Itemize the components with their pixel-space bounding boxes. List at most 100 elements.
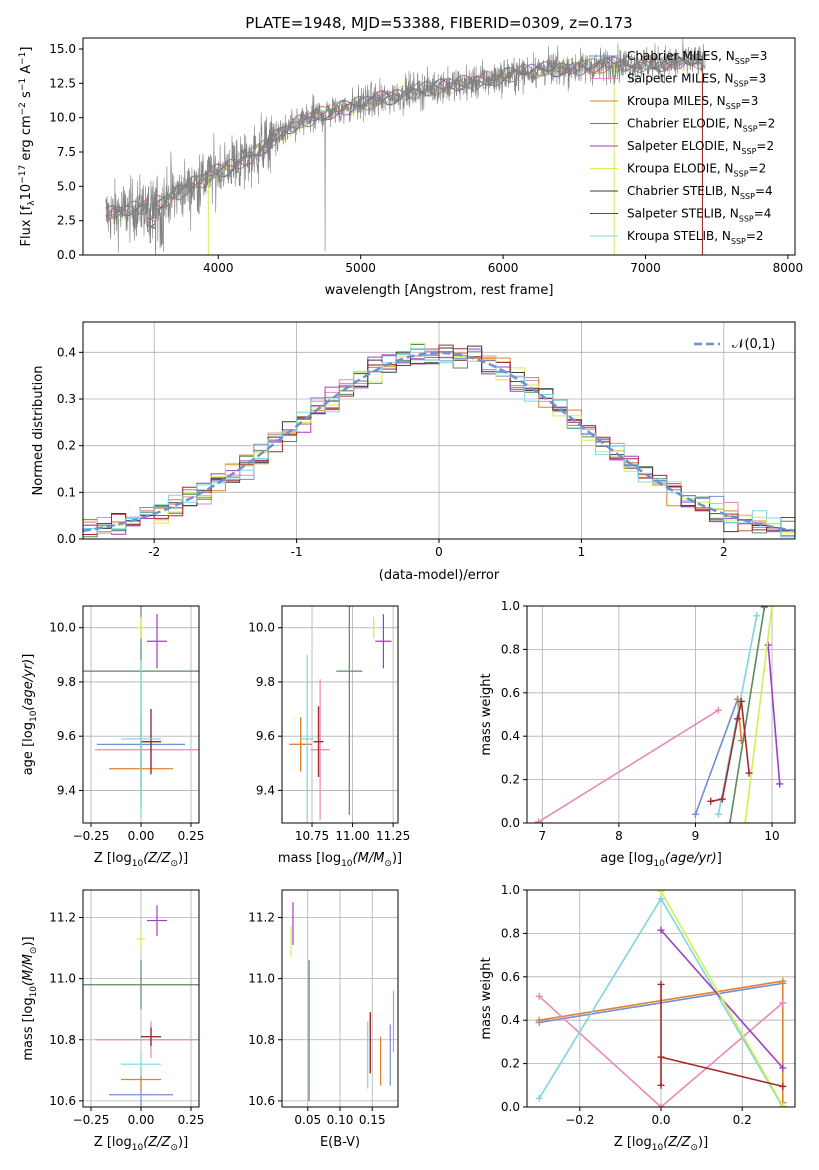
x-tick-label: 0.0 [651,1113,670,1127]
weight-marker [657,1103,665,1107]
x-axis-label: wavelength [Angstrom, rest frame] [325,283,554,298]
x-axis-label: Z [log10(Z/Z⊙)] [94,1135,188,1153]
label-part: Z [log [94,851,132,866]
label-part: 10 [29,710,39,722]
label-part: ⊙ [690,1143,698,1153]
weight-marker [535,1094,543,1102]
x-axis-label: Z [log10(Z/Z⊙)] [94,851,188,869]
label-part: ⊙ [384,859,392,869]
weight-marker [779,1064,787,1072]
weight-marker [741,819,749,823]
y-tick-label: 0.2 [501,773,520,787]
legend-entry: Chabrier STELIB, NSSP=4 [627,184,773,201]
label-part: (M/M [21,954,36,986]
x-tick-label: 9 [692,829,700,843]
weight-marker [718,795,726,803]
histogram-step [83,347,795,538]
y-tick-label: 10.8 [49,1033,76,1047]
weight-marker [779,999,787,1007]
weight-marker [745,769,753,777]
label-part: =2 [746,229,764,243]
label-part: A [19,65,34,78]
label-part: SSP [731,237,746,246]
y-axis-label: Normed distribution [31,366,46,496]
x-tick-label: 0.25 [178,1113,205,1127]
axes-frame [281,605,399,824]
y-tick-label: 9.6 [256,729,275,743]
weight-marker [737,697,745,705]
x-tick-label: 6000 [488,261,519,275]
y-tick-label: 0.0 [501,1100,520,1114]
label-part: (age/yr) [665,851,717,866]
axes-frame [82,605,200,824]
weight-line [694,699,739,815]
legend-entry: Chabrier ELODIE, NSSP=2 [627,117,775,134]
y-tick-label: 0.0 [501,816,520,830]
y-tick-label: 0.0 [57,532,76,546]
legend-entry: Kroupa ELODIE, NSSP=2 [627,162,766,179]
x-axis-label: age [log10(age/yr)] [600,851,722,869]
weight-line [717,615,758,815]
label-part: =2 [749,162,767,176]
label-part: SSP [734,170,749,179]
label-part: 10 [132,859,144,869]
x-axis-label: E(B-V) [320,1135,360,1150]
x-tick-label: 0.10 [327,1113,354,1127]
x-tick-label: -2 [148,545,160,559]
weight-marker [714,706,722,714]
label-part: SSP [739,215,754,224]
spectrum-panel: 4000 5000 6000 7000 8000 0.0 2.5 5.0 7.5 10.0 12.5… [18,14,803,298]
mass-vs-ebv-panel: 0.05 0.10 0.15 10.6 10.8 11.0 11.2 E(B-V) [248,889,399,1150]
y-tick-label: 10.8 [248,1033,275,1047]
label-part: ] [21,654,36,659]
x-tick-label: 1 [578,545,586,559]
label-part: λ [27,200,37,206]
label-part: )] [21,936,36,946]
y-tick-label: 10.6 [248,1094,275,1108]
y-tick-label: 0.4 [501,1013,520,1027]
y-tick-label: 10.0 [49,621,76,635]
weight-marker [734,715,742,723]
weight-marker [776,780,784,788]
label-part: −1 [18,78,28,91]
normal-curve [83,351,795,533]
weight-marker [657,1053,665,1061]
y-axis-label: mass weight [479,673,494,755]
y-tick-label: 11.0 [248,972,275,986]
y-tick-label: 9.6 [57,729,76,743]
label-part: SSP [735,57,750,66]
axes-frame [82,37,796,256]
weight-marker [535,992,543,1000]
label-part: =3 [741,94,759,108]
weight-marker [535,1016,543,1024]
label-part: 10 [652,1143,664,1153]
label-part: mass [log [278,851,341,866]
weight-line [729,606,766,823]
y-tick-label: 1.0 [501,883,520,897]
weight-line [660,984,783,1088]
errorbar-data [83,606,199,818]
weight-marker [768,606,776,610]
weight-marker [707,797,715,805]
label-part: Chabrier STELIB, N [627,184,740,198]
weight-marker [691,810,699,818]
y-tick-label: 0.2 [57,439,76,453]
x-tick-label: 7 [538,829,546,843]
label-part: Z [log [614,1135,652,1150]
label-part: ⊙ [170,859,178,869]
x-tick-label: 0.2 [733,1113,752,1127]
label-part: =2 [756,139,774,153]
x-tick-label: 0.05 [294,1113,321,1127]
y-tick-label: 9.4 [57,783,76,797]
label-part: Salpeter ELODIE, N [627,139,741,153]
y-tick-label: 5.0 [57,179,76,193]
axes-frame [82,321,796,540]
weight-data [535,890,787,1107]
age-vs-z-panel: −0.25 0.00 0.259.49.69.810.0Z [log10(Z/Z⊙)… [21,605,204,869]
label-part: ] [19,47,34,52]
label-part: ] [717,851,722,866]
label-part: =4 [755,184,773,198]
x-tick-label: 10.75 [295,829,329,843]
legend-entry: Chabrier MILES, NSSP=3 [627,49,767,66]
